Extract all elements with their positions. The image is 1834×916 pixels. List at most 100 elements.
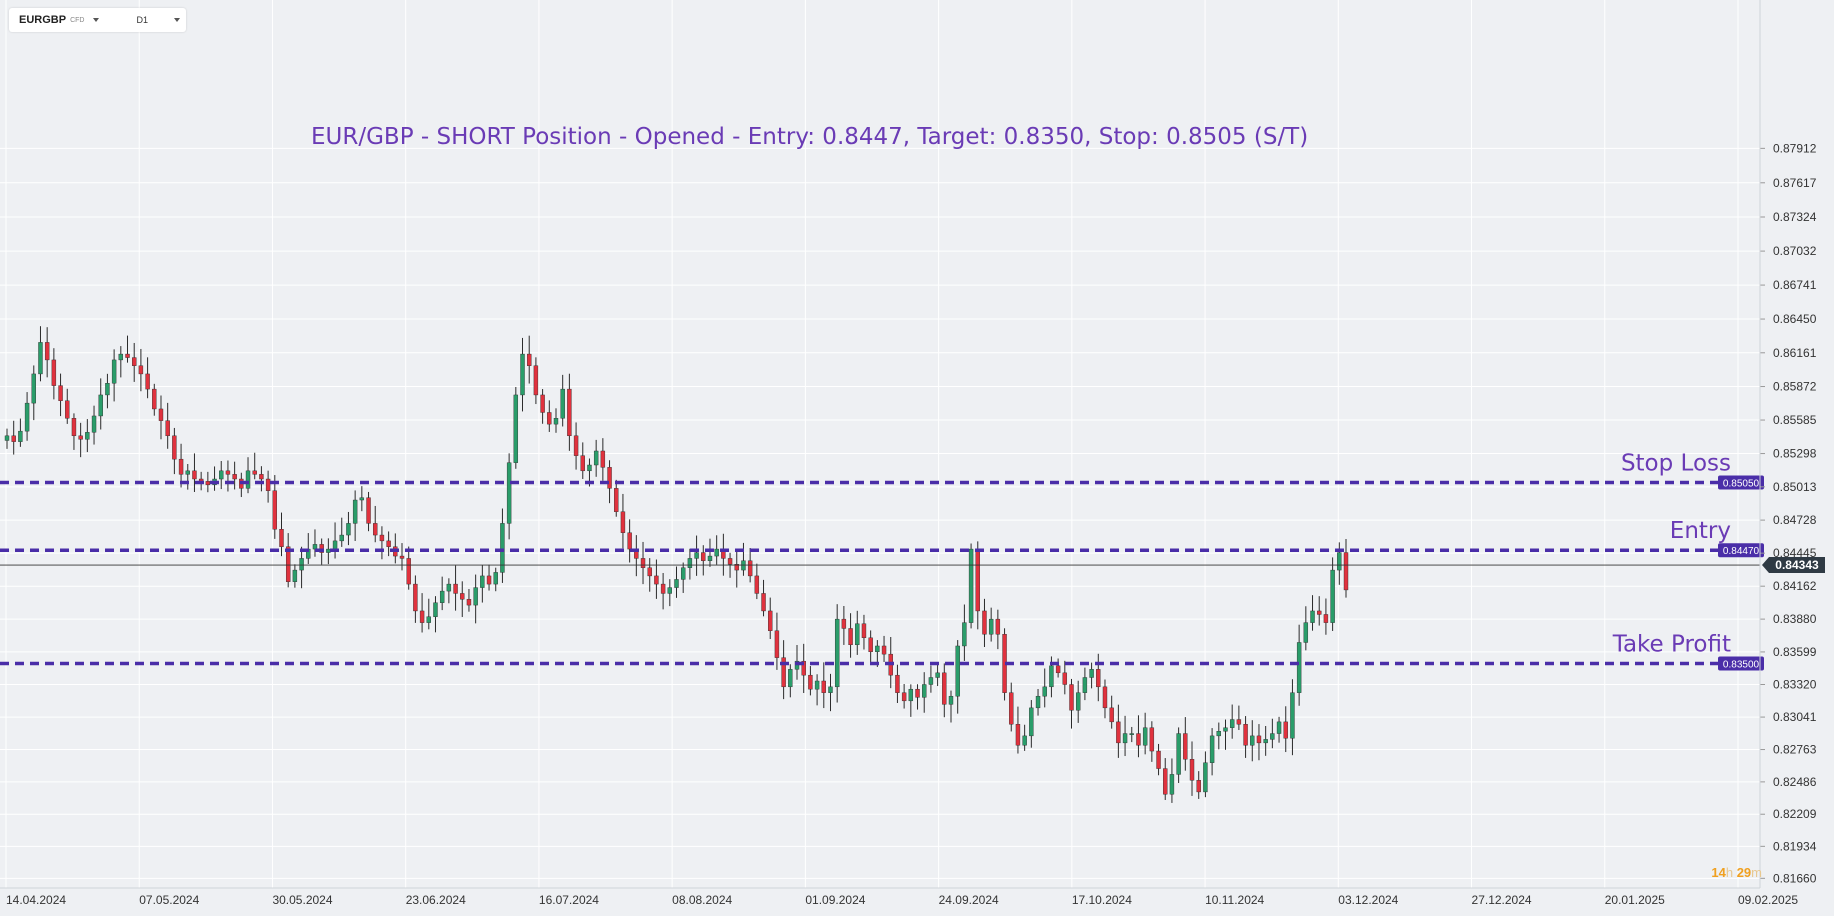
candle-down [379,534,385,542]
candle-up [948,695,954,705]
candle-down [252,470,257,475]
level-label: Entry [1670,518,1731,544]
candle-down [399,555,405,559]
candle-up [446,583,452,592]
candle-up [1229,719,1235,728]
candle-up [1169,774,1175,795]
candle-down [406,558,411,585]
candle-up [1203,762,1208,793]
y-tick-label: 0.85298 [1773,447,1817,461]
candle-down [895,674,900,693]
grid [0,0,1760,888]
candle-down [734,564,739,571]
y-tick-label: 0.81660 [1773,871,1817,885]
candle-up [593,450,599,466]
candle-down [1196,780,1201,793]
candle-down [225,470,231,475]
candle-down [1062,672,1068,685]
candle-down [259,474,264,480]
candle-up [1075,692,1081,711]
candle-down [366,497,371,524]
candle-up [1209,735,1215,763]
timeframe-dropdown-icon[interactable] [173,18,180,22]
candle-down [158,408,164,421]
candle-down [1236,719,1242,725]
candle-down [868,637,873,653]
candle-down [754,575,760,594]
candle-up [1129,733,1134,735]
symbol-dropdown-icon[interactable] [93,18,100,22]
candle-up [98,394,103,417]
timeframe-value[interactable]: D1 [136,15,148,25]
candle-up [245,470,251,489]
level-lines[interactable]: 0.85050 Stop Loss 0.84470 Entry 0.83500 Take … [0,451,1825,671]
candle-up [292,569,298,582]
candle-down [125,353,130,358]
candle-down [319,544,324,553]
candle-series [4,326,1349,803]
x-tick-label: 03.12.2024 [1338,893,1398,907]
candle-up [4,435,10,441]
candle-up [1310,610,1315,623]
candle-down [1149,727,1155,752]
y-tick-label: 0.84162 [1773,579,1817,593]
candle-down [232,474,237,480]
candle-up [1223,727,1228,732]
candle-down [654,575,659,585]
candle-up [667,587,673,594]
candle-up [1296,642,1302,693]
candle-up [788,669,793,688]
candle-down [1136,733,1141,746]
y-tick-label: 0.82763 [1773,743,1817,757]
candle-down [580,455,585,472]
candle-up [506,462,512,524]
candle-up [1029,707,1034,737]
x-axis: 14.04.2024 07.05.2024 30.05.2024 23.06.2024… [0,887,1798,907]
candle-up [834,618,840,688]
candle-up [680,567,686,580]
candle-up [439,590,445,603]
candle-down [373,523,378,536]
symbol-selector[interactable]: EURGBP CFD D1 [9,8,186,32]
y-tick-label: 0.83599 [1773,645,1817,659]
x-tick-label: 20.01.2025 [1605,893,1665,907]
candle-up [339,534,344,542]
candle-up [38,342,43,375]
candle-timer: 14h 29m [1711,865,1762,880]
candle-up [433,602,438,617]
candle-up [480,575,485,588]
candle-up [674,579,679,588]
level-price-tag-text: 0.84470 [1723,546,1760,557]
candle-down [145,373,150,390]
candle-up [513,394,519,463]
candle-down [58,385,63,401]
y-tick-label: 0.83320 [1773,678,1817,692]
candle-down [1102,686,1108,709]
candle-up [1176,733,1181,775]
candle-down [279,529,284,547]
candle-down [138,365,144,375]
candle-down [1096,669,1101,688]
candle-down [1109,707,1114,723]
candle-up [18,430,23,442]
candle-down [620,511,626,533]
candle-down [1343,552,1349,591]
candle-down [942,672,947,705]
candle-down [205,481,211,486]
candle-down [660,583,666,594]
candle-down [861,623,867,639]
candle-down [768,610,773,631]
candle-up [1035,695,1041,709]
candle-down [11,435,16,442]
candle-up [105,383,110,396]
candle-down [640,558,646,568]
candle-up [1216,731,1221,737]
candle-down [821,680,826,693]
candle-down [841,618,847,629]
candle-up [352,499,358,524]
candle-up [855,623,860,646]
candle-up [493,572,498,585]
x-tick-label: 14.04.2024 [6,893,66,907]
y-axis: 0.87912 0.87617 0.87324 0.87032 0.86741 0.864… [1759,0,1817,888]
